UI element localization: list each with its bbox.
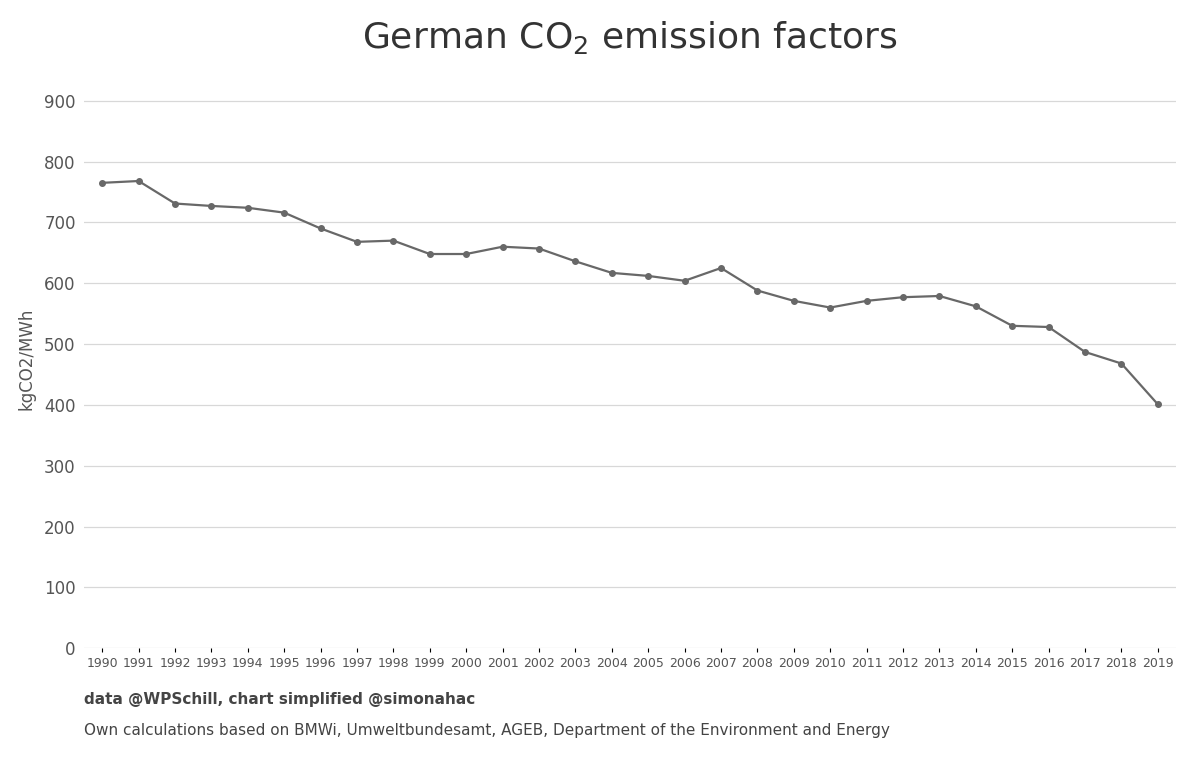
Y-axis label: kgCO2/MWh: kgCO2/MWh	[18, 308, 36, 411]
Text: data @WPSchill, chart simplified @simonahac: data @WPSchill, chart simplified @simona…	[84, 692, 475, 707]
Text: Own calculations based on BMWi, Umweltbundesamt, AGEB, Department of the Environ: Own calculations based on BMWi, Umweltbu…	[84, 723, 890, 738]
Title: German CO$_2$ emission factors: German CO$_2$ emission factors	[362, 19, 898, 56]
